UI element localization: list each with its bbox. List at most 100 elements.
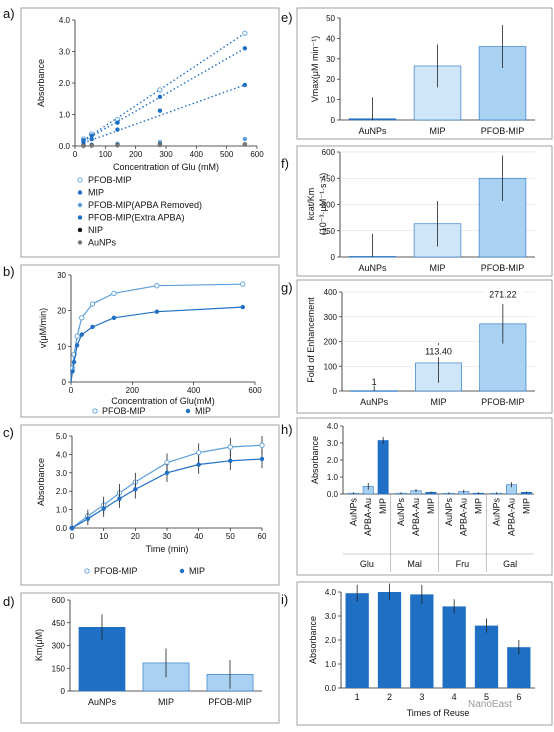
y-axis-label: Absorbance	[36, 458, 46, 506]
x-tick-label: 60	[258, 532, 267, 541]
data-point	[157, 142, 163, 148]
y-tick-label: 150	[322, 227, 336, 236]
y-axis-label: Fold of Enhancement	[306, 297, 316, 383]
x-tick-label: 0	[73, 150, 78, 159]
data-point	[240, 304, 245, 310]
category-label: 2	[387, 692, 392, 702]
y-tick-label: 40	[326, 34, 335, 43]
y-tick-label: 2.0	[56, 487, 68, 496]
category-label: MIP	[521, 498, 531, 514]
panel-g: g) 0 100 200 300 400 AuNPs 1 MIP 113.40 PFOB-MIP 27…	[281, 279, 553, 414]
x-tick-label: 400	[187, 386, 201, 395]
x-tick-label: 500	[220, 150, 234, 159]
data-point	[111, 315, 117, 320]
data-point	[90, 324, 95, 330]
data-point	[89, 136, 94, 142]
data-label: 1	[372, 377, 377, 387]
y-tick-label: 4.0	[325, 588, 337, 597]
y-tick-label: 0.0	[59, 142, 71, 151]
data-label-bg	[483, 288, 522, 301]
legend-marker	[92, 408, 98, 414]
category-label: PFOB-MIP	[481, 263, 525, 273]
data-point	[259, 442, 265, 448]
panel-label: h)	[281, 422, 293, 437]
y-tick-label: 1.0	[56, 506, 68, 515]
y-axis-label: kcat/Km	[306, 188, 316, 221]
data-point	[69, 525, 75, 531]
fit-line	[83, 47, 246, 142]
panel-label: g)	[281, 280, 293, 295]
fit-line	[83, 32, 246, 141]
y-tick-label: 20	[326, 75, 335, 84]
y-tick-label: 0	[61, 687, 66, 696]
data-point	[154, 309, 160, 314]
category-label: PFOB-MIP	[208, 697, 252, 707]
data-point	[115, 127, 120, 132]
data-point	[242, 30, 248, 36]
data-point	[227, 444, 233, 450]
fit-line	[83, 84, 246, 144]
y-axis-label: Absorbance	[308, 616, 318, 664]
data-point	[74, 343, 80, 348]
x-axis-label: Concentration of Glu(mM)	[111, 396, 215, 406]
data-point	[115, 120, 120, 125]
panel-c: c) 0 10 20 30 40 50 60 0.0 1.0 2.0 3.0 4.0 5.0 Time (m…	[3, 424, 280, 586]
data-point	[164, 470, 170, 475]
legend-label: PFOB-MIP	[102, 406, 146, 416]
group-label: Glu	[360, 559, 374, 569]
y-tick-label: 4.0	[56, 450, 68, 459]
bar	[345, 593, 369, 688]
category-label: 1	[355, 692, 360, 702]
y-tick-label: 4.0	[327, 422, 339, 431]
category-label: MIP	[429, 263, 445, 273]
y-tick-label: 0.0	[327, 490, 339, 499]
data-label-bg	[419, 345, 458, 358]
data-point	[242, 82, 248, 88]
x-tick-label: 200	[126, 386, 140, 395]
data-point	[79, 332, 84, 337]
category-label: MIP	[158, 697, 174, 707]
category-label: MIP	[430, 397, 446, 407]
x-tick-label: 400	[190, 150, 204, 159]
panel-f: f) 0 150 300 450 600 AuNPs MIP PFOB-MIP kcat/Km (1…	[281, 145, 553, 277]
data-point	[242, 142, 248, 147]
y-tick-label: 0	[333, 387, 338, 396]
legend-label: AuNPs	[88, 238, 117, 248]
category-label: APBA-Au	[363, 498, 373, 536]
panel-label: d)	[3, 594, 15, 609]
x-tick-label: 100	[99, 150, 113, 159]
data-point	[196, 462, 201, 467]
bar	[507, 647, 531, 688]
category-label: MIP	[474, 498, 484, 514]
category-label: AuNPs	[88, 697, 117, 707]
y-tick-label: 100	[324, 362, 338, 371]
data-point	[157, 94, 163, 100]
y-tick-label: 2.0	[327, 456, 339, 465]
legend-label: MIP	[195, 406, 211, 416]
y-tick-label: 2.0	[325, 636, 337, 645]
data-point	[115, 143, 120, 148]
bar	[410, 594, 434, 688]
category-label: APBA-Au	[506, 498, 516, 536]
data-point	[74, 333, 80, 339]
data-point	[81, 143, 86, 149]
legend-label: PFOB-MIP	[88, 175, 132, 185]
x-tick-label: 0	[69, 386, 74, 395]
y-tick-label: 0	[62, 378, 67, 387]
y-tick-label: 0.0	[56, 524, 68, 533]
y-axis-label: Vmax(μM min⁻¹)	[310, 36, 320, 102]
category-label: MIP	[429, 126, 445, 136]
legend-marker	[77, 215, 83, 220]
y-tick-label: 2.0	[59, 79, 71, 88]
data-point	[101, 506, 106, 511]
legend-marker	[77, 177, 83, 183]
category-label: PFOB-MIP	[481, 126, 525, 136]
x-axis-label: Concentration of Glu (mM)	[113, 162, 219, 172]
legend-label: MIP	[189, 566, 205, 576]
legend-marker	[77, 227, 83, 233]
y-tick-label: 0.0	[325, 684, 337, 693]
legend-label: NIP	[88, 225, 103, 235]
panel-d: d) 0 150 300 450 600 AuNPs MIP PFOB-MIP Km(μM)	[3, 592, 280, 724]
group-label: Mal	[407, 559, 422, 569]
data-point	[228, 458, 233, 464]
